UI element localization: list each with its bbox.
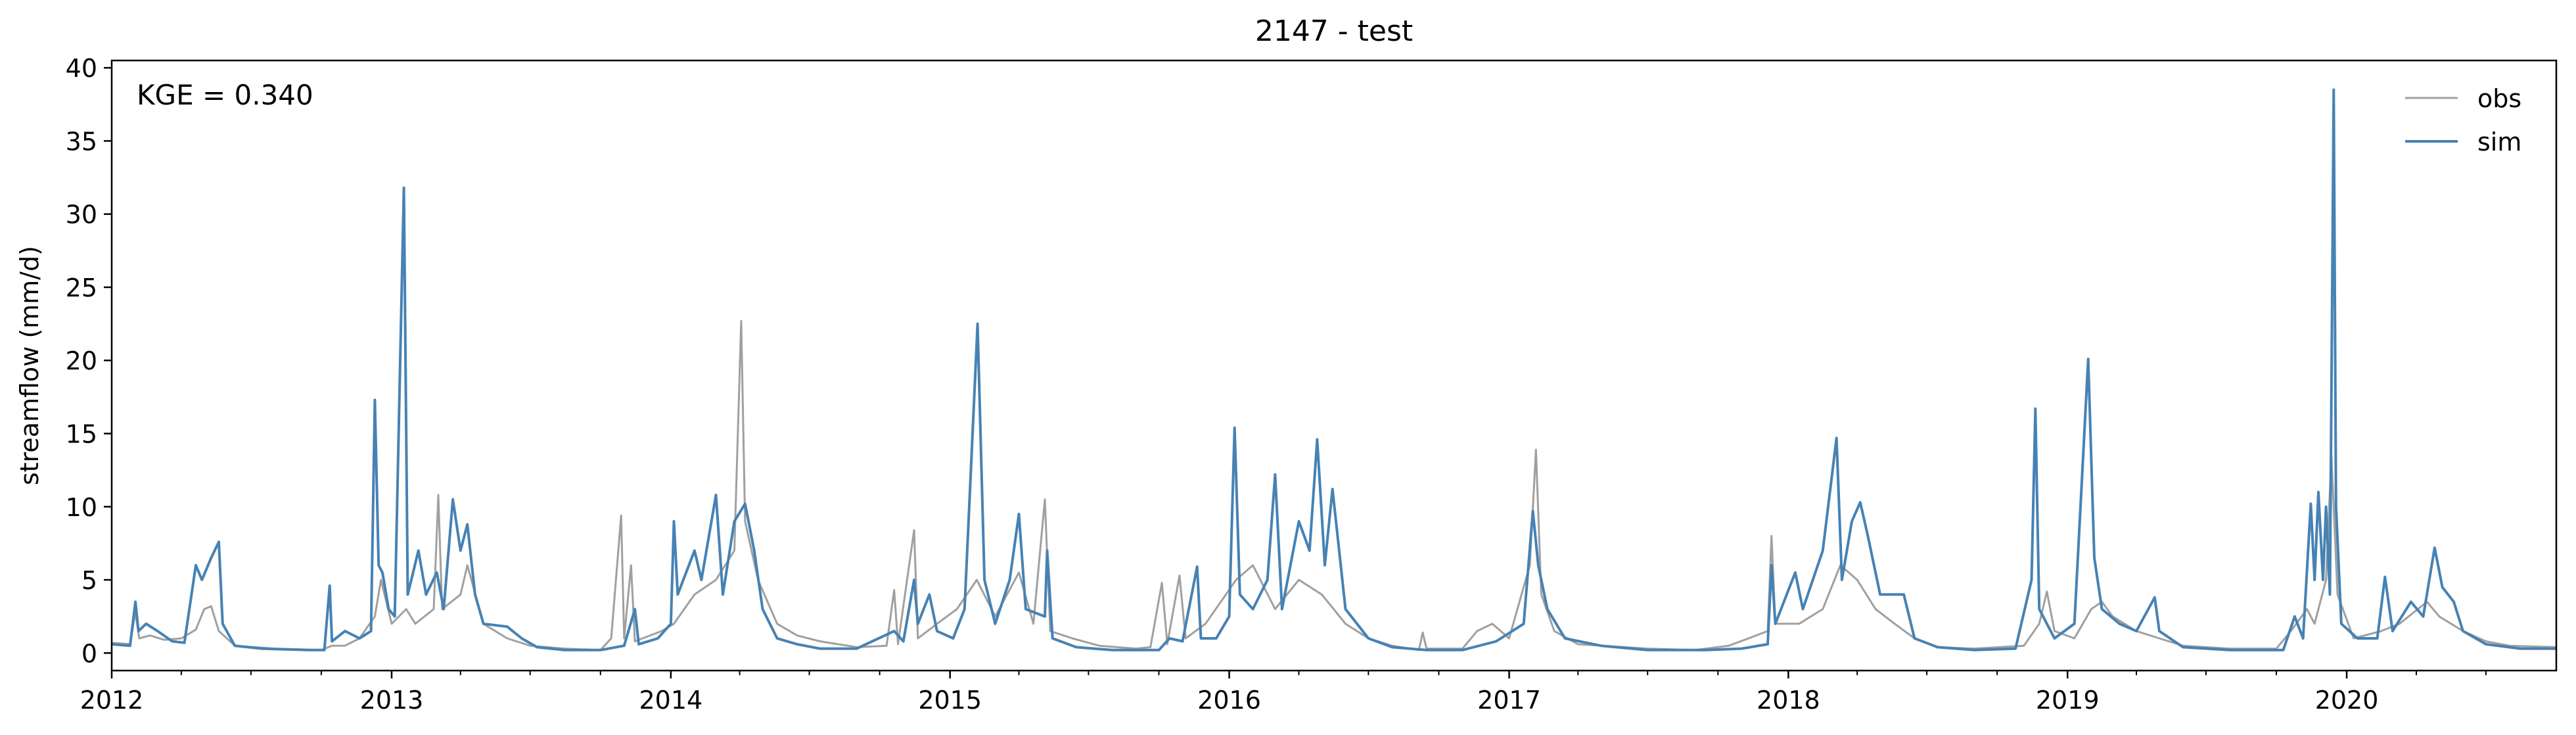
- kge-annotation: KGE = 0.340: [137, 79, 313, 111]
- x-axis-ticks: 2012 2013 2014 2015 2016 2017 2018 2019 2020: [80, 671, 2487, 715]
- x-tick-label: 2018: [1757, 686, 1820, 715]
- legend: obs sim: [2405, 84, 2521, 156]
- x-tick-label: 2013: [360, 686, 424, 715]
- series-layer: [111, 88, 2557, 652]
- x-tick-label: 2012: [80, 686, 144, 715]
- y-tick-label: 30: [66, 201, 97, 229]
- x-tick-label: 2017: [1477, 686, 1541, 715]
- x-tick-label: 2016: [1197, 686, 1261, 715]
- y-axis-label: streamflow (mm/d): [15, 246, 44, 485]
- series-line-sim: [111, 88, 2556, 652]
- y-tick-label: 0: [81, 639, 97, 668]
- legend-label-obs: obs: [2477, 84, 2521, 113]
- y-tick-label: 40: [66, 54, 97, 83]
- y-tick-label: 25: [66, 273, 97, 302]
- y-tick-label: 5: [81, 566, 97, 595]
- y-tick-label: 10: [66, 493, 97, 522]
- x-tick-label: 2014: [639, 686, 702, 715]
- x-tick-label: 2020: [2315, 686, 2379, 715]
- x-tick-label: 2019: [2036, 686, 2100, 715]
- y-tick-label: 35: [66, 127, 97, 156]
- y-axis-ticks: 0 5 10 15 20 25 30 35 40: [66, 54, 112, 668]
- chart-title: 2147 - test: [1255, 14, 1413, 48]
- series-line-obs: [111, 320, 2557, 652]
- legend-label-sim: sim: [2477, 128, 2521, 156]
- x-tick-label: 2015: [918, 686, 982, 715]
- y-tick-label: 20: [66, 346, 97, 375]
- y-tick-label: 15: [66, 419, 97, 448]
- plot-frame: [110, 59, 2558, 672]
